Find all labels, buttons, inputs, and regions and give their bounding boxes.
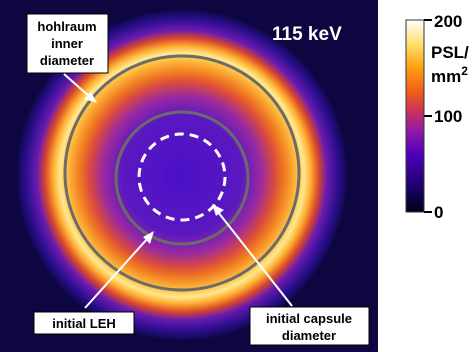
colorbar-unit-line1: PSL/ xyxy=(431,43,469,62)
capsule-label-box xyxy=(249,306,370,346)
capsule-label-line2: diameter xyxy=(282,328,336,343)
capsule-label-line1: initial capsule xyxy=(266,311,352,326)
capsule-annotation: initial capsule diameter xyxy=(212,204,370,346)
colorbar-gradient xyxy=(405,19,425,213)
colorbar-tick-label-100: 100 xyxy=(434,107,462,126)
initial-leh-ring xyxy=(114,110,250,246)
capsule-arrow-line xyxy=(217,211,293,307)
hohlraum-label-line2: inner xyxy=(51,36,83,51)
hohlraum-label-line1: hohlraum xyxy=(37,19,96,34)
hohlraum-label-box xyxy=(26,13,109,74)
colorbar-tick-label-200: 200 xyxy=(434,12,462,31)
hohlraum-inner-diameter-ring xyxy=(63,54,301,292)
energy-label: 115 keV xyxy=(272,24,342,45)
leh-label-box xyxy=(33,311,135,335)
leh-annotation: initial LEH xyxy=(33,231,154,335)
leh-arrowhead xyxy=(143,231,154,244)
hohlraum-label-line3: diameter xyxy=(40,53,94,68)
capsule-arrowhead xyxy=(212,204,224,216)
colorbar-unit-superscript: 2 xyxy=(461,64,468,78)
colorbar: 200 PSL/ mm2 100 0 xyxy=(405,12,469,222)
colorbar-unit-mm: mm xyxy=(431,67,461,86)
hohlraum-arrowhead xyxy=(84,92,97,103)
colorbar-unit-line2: mm2 xyxy=(431,64,468,86)
leh-label: initial LEH xyxy=(52,316,116,331)
hohlraum-annotation: hohlraum inner diameter xyxy=(26,13,109,103)
colorbar-tick-label-0: 0 xyxy=(434,203,443,222)
hohlraum-arrow-line xyxy=(63,73,91,98)
initial-capsule-diameter-ring xyxy=(137,132,227,222)
leh-arrow-line xyxy=(84,237,149,309)
